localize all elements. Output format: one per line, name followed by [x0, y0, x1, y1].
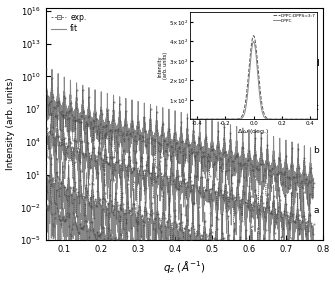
- Y-axis label: Intensity (arb. units): Intensity (arb. units): [6, 78, 14, 170]
- Legend: exp., fit: exp., fit: [50, 12, 88, 35]
- X-axis label: $q_z$ ($\AA^{-1}$): $q_z$ ($\AA^{-1}$): [163, 259, 205, 275]
- Text: d: d: [314, 59, 319, 68]
- Text: c: c: [314, 103, 319, 112]
- Text: b: b: [314, 146, 319, 155]
- Text: a: a: [314, 206, 319, 215]
